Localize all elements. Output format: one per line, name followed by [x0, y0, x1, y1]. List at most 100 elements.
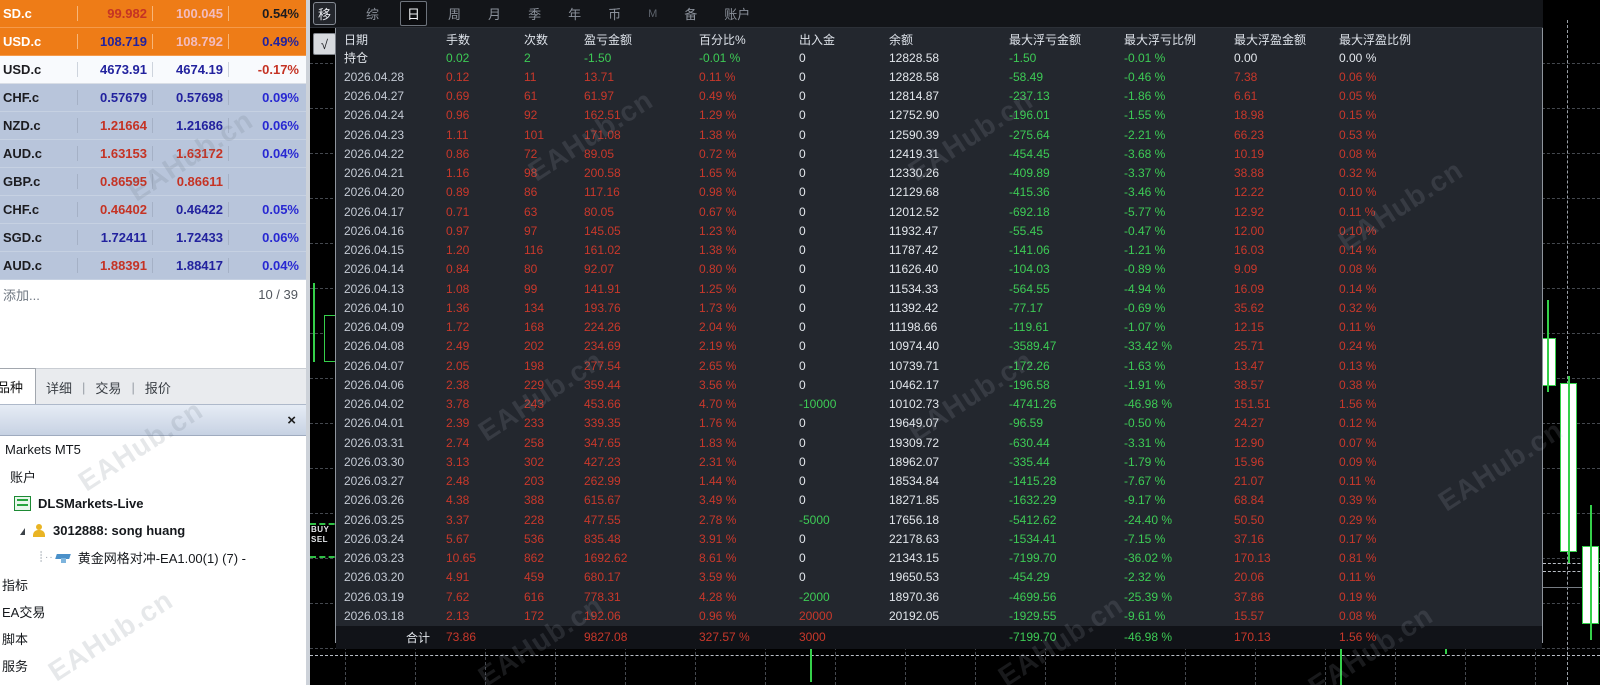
stats-cell: 0.32 %	[1339, 166, 1377, 181]
chart-window: BUY SEL 移 综 日 周 月 季 年 币 M 备 账户 √ 日期 手数 次数 盈亏金额 百分比% 出入…	[310, 0, 1600, 685]
period-tab-币[interactable]: 币	[608, 7, 622, 22]
stats-cell: 862	[524, 551, 545, 566]
market-watch-row[interactable]: AUD.c 1.88391 1.88417 0.04%	[0, 252, 306, 280]
navigator-item[interactable]: 脚本	[0, 625, 306, 652]
stats-row[interactable]: 2026.04.15 1.20 116 161.02 1.38 % 0 11787.42 -1…	[336, 241, 1542, 260]
stats-row[interactable]: 持仓 0.02 2 -1.50 -0.01 % 0 12828.58 -1.50 -0.01 %…	[336, 48, 1542, 67]
stats-cell: 459	[524, 570, 545, 585]
period-tab-日[interactable]: 日	[400, 1, 428, 26]
close-icon[interactable]: ×	[287, 411, 296, 429]
market-watch-tab-2[interactable]: 详细	[46, 380, 73, 396]
stats-row[interactable]: 2026.03.20 4.91 459 680.17 3.59 % 0 19650.53 -4…	[336, 568, 1542, 587]
period-tab-账户[interactable]: 账户	[724, 7, 751, 22]
stats-row[interactable]: 2026.03.18 2.13 172 192.06 0.96 % 20000 20192.…	[336, 606, 1542, 625]
market-watch-tab-3[interactable]: 交易	[95, 380, 122, 396]
stats-row[interactable]: 2026.04.07 2.05 198 277.54 2.65 % 0 10739.71 -1…	[336, 356, 1542, 375]
check-button[interactable]: √	[313, 33, 336, 55]
expand-arrow-icon[interactable]	[20, 528, 25, 535]
stats-cell: 21.07	[1234, 474, 1265, 489]
stats-cell: 0.10 %	[1339, 185, 1377, 200]
column-header: 次数	[524, 32, 549, 47]
market-watch-tab-1[interactable]: 品种	[0, 368, 37, 406]
stats-cell: 1692.62	[584, 551, 628, 566]
stats-cell: -1.07 %	[1124, 320, 1166, 335]
stats-row[interactable]: 2026.04.09 1.72 168 224.26 2.04 % 0 11198.66 -1…	[336, 318, 1542, 337]
navigator-item[interactable]: 指标	[0, 571, 306, 598]
stats-cell: 0.49 %	[699, 89, 737, 104]
stats-row[interactable]: 2026.04.22 0.86 72 89.05 0.72 % 0 12419.31 -454…	[336, 144, 1542, 163]
period-tab-综[interactable]: 综	[366, 7, 380, 22]
market-watch-row[interactable]: CHF.c 0.57679 0.57698 0.09%	[0, 84, 306, 112]
stats-row[interactable]: 2026.03.30 3.13 302 427.23 2.31 % 0 18962.07 -3…	[336, 452, 1542, 471]
buy-level-line	[310, 523, 344, 525]
stats-cell: 0.89	[446, 185, 470, 200]
stats-row[interactable]: 2026.04.28 0.12 11 13.71 0.11 % 0 12828.58 -58.…	[336, 67, 1542, 86]
stats-row[interactable]: 2026.04.10 1.36 134 193.76 1.73 % 0 11392.42 -7…	[336, 298, 1542, 317]
period-tab-M[interactable]: M	[648, 7, 658, 20]
period-tab-周[interactable]: 周	[448, 7, 462, 22]
stats-row[interactable]: 2026.04.02 3.78 243 453.66 4.70 % -10000 10102…	[336, 395, 1542, 414]
stats-cell: 89.05	[584, 146, 615, 161]
navigator-item[interactable]: DLSMarkets-Live	[0, 490, 306, 517]
stats-row[interactable]: 2026.03.26 4.38 388 615.67 3.49 % 0 18271.85 -1…	[336, 491, 1542, 510]
stats-cell: 0.09 %	[1339, 454, 1377, 469]
stats-row[interactable]: 2026.03.23 10.65 862 1692.62 8.61 % 0 21343.15…	[336, 549, 1542, 568]
navigator-item[interactable]: 服务	[0, 652, 306, 679]
add-symbol-label[interactable]: 添加...	[3, 287, 40, 303]
stats-cell: 0.29 %	[1339, 512, 1377, 527]
period-tab-年[interactable]: 年	[568, 7, 582, 22]
stats-cell: 12828.58	[889, 50, 940, 65]
stats-row[interactable]: 2026.04.06 2.38 229 359.44 3.56 % 0 10462.17 -1…	[336, 375, 1542, 394]
navigator-item[interactable]: EA交易	[0, 598, 306, 625]
stats-row[interactable]: 2026.04.23 1.11 101 171.08 1.38 % 0 12590.39 -2…	[336, 125, 1542, 144]
period-tab-月[interactable]: 月	[488, 7, 502, 22]
stats-cell: 11932.47	[889, 223, 939, 238]
order-line	[1543, 563, 1600, 564]
navigator-item[interactable]: 账户	[0, 463, 306, 490]
stats-row[interactable]: 2026.04.13 1.08 99 141.91 1.25 % 0 11534.33 -56…	[336, 279, 1542, 298]
stats-row[interactable]: 2026.04.14 0.84 80 92.07 0.80 % 0 11626.40 -104…	[336, 260, 1542, 279]
stats-cell: 0.11 %	[1339, 320, 1376, 335]
stats-cell: 0	[799, 531, 806, 546]
market-watch-row[interactable]: USD.c 4673.91 4674.19 -0.17%	[0, 56, 306, 84]
stats-total-row[interactable]: 合计 73.86 9827.08 327.57 % 3000 -7199.70 -46.98…	[336, 625, 1542, 649]
stats-cell: 13.47	[1234, 358, 1265, 373]
stats-row[interactable]: 2026.03.24 5.67 536 835.48 3.91 % 0 22178.63 -1…	[336, 529, 1542, 548]
market-watch-row[interactable]: GBP.c 0.86595 0.86611	[0, 168, 306, 196]
navigator-item[interactable]: Markets MT5	[0, 436, 306, 463]
stats-row[interactable]: 2026.03.19 7.62 616 778.31 4.28 % -2000 18970.…	[336, 587, 1542, 606]
stats-row[interactable]: 2026.04.21 1.16 98 200.58 1.65 % 0 12330.26 -40…	[336, 164, 1542, 183]
period-tab-备[interactable]: 备	[684, 7, 698, 22]
stats-row[interactable]: 2026.04.08 2.49 202 234.69 2.19 % 0 10974.40 -3…	[336, 337, 1542, 356]
market-watch-row[interactable]: CHF.c 0.46402 0.46422 0.05%	[0, 196, 306, 224]
stats-cell: 18962.07	[889, 454, 940, 469]
period-tab-季[interactable]: 季	[528, 7, 542, 22]
stats-cell: 200.58	[584, 166, 621, 181]
stats-row[interactable]: 2026.03.27 2.48 203 262.99 1.44 % 0 18534.84 -1…	[336, 472, 1542, 491]
stats-row[interactable]: 2026.04.24 0.96 92 162.51 1.29 % 0 12752.90 -19…	[336, 106, 1542, 125]
market-watch-tab-4[interactable]: 报价	[144, 380, 171, 396]
stats-row[interactable]: 2026.03.31 2.74 258 347.65 1.83 % 0 19309.72 -6…	[336, 433, 1542, 452]
stats-row[interactable]: 2026.04.01 2.39 233 339.35 1.76 % 0 19649.07 -9…	[336, 414, 1542, 433]
navigator-item[interactable]: 3012888: song huang	[0, 517, 306, 544]
move-panel-button[interactable]: 移	[313, 2, 336, 25]
navigator-item[interactable]: ┊·· 黄金网格对冲-EA1.00(1) (7) -	[0, 544, 306, 571]
stats-cell: 3.56 %	[699, 377, 737, 392]
stats-row[interactable]: 2026.04.20 0.89 86 117.16 0.98 % 0 12129.68 -41…	[336, 183, 1542, 202]
market-watch-add-row[interactable]: 添加... 10 / 39	[0, 280, 306, 308]
stats-row[interactable]: 2026.03.25 3.37 228 477.55 2.78 % -5000 17656.…	[336, 510, 1542, 529]
stats-row[interactable]: 2026.04.17 0.71 63 80.05 0.67 % 0 12012.52 -692…	[336, 202, 1542, 221]
ask-cell: 0.46422	[153, 202, 229, 217]
stats-cell: -454.45	[1009, 146, 1050, 161]
market-watch-row[interactable]: SD.c 99.982 100.045 0.54%	[0, 0, 306, 28]
stats-row[interactable]: 2026.04.16 0.97 97 145.05 1.23 % 0 11932.47 -55…	[336, 221, 1542, 240]
stats-cell: 2026.04.09	[344, 320, 405, 335]
market-watch-row[interactable]: AUD.c 1.63153 1.63172 0.04%	[0, 140, 306, 168]
stats-cell: -5412.62	[1009, 512, 1057, 527]
market-watch-row[interactable]: NZD.c 1.21664 1.21686 0.06%	[0, 112, 306, 140]
stats-cell: 0	[799, 185, 806, 200]
stats-cell: 198	[524, 358, 545, 373]
market-watch-row[interactable]: USD.c 108.719 108.792 0.49%	[0, 28, 306, 56]
stats-row[interactable]: 2026.04.27 0.69 61 61.97 0.49 % 0 12814.87 -237…	[336, 87, 1542, 106]
market-watch-row[interactable]: SGD.c 1.72411 1.72433 0.06%	[0, 224, 306, 252]
